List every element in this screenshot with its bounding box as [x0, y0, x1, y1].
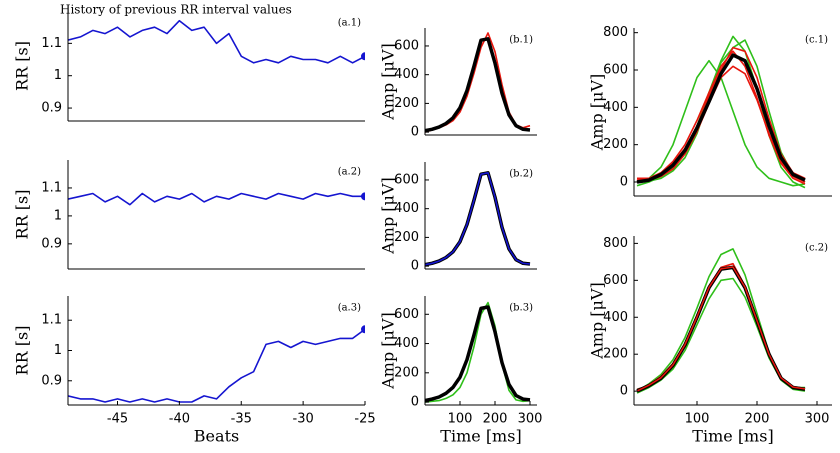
plot-area [636, 35, 806, 189]
panel: 0.9 1 1.1 History of previous RR interval v… [13, 3, 365, 122]
y-tick-label: 200 [603, 347, 628, 362]
plot-area [68, 192, 365, 206]
y-tick-label: 800 [603, 236, 628, 251]
line [636, 266, 806, 392]
y-tick-label: 1.1 [41, 180, 62, 195]
x-tick-label: 100 [685, 412, 710, 427]
y-tick-label: 0.9 [41, 101, 62, 116]
panel-label: (b.2) [509, 169, 533, 180]
x-axis-label: Beats [194, 427, 239, 446]
y-tick-label: 0 [620, 384, 628, 399]
endpoint-marker [361, 325, 365, 334]
panel: 0 200 400 600 800 100 200 300 (c.2) Amp [μV] Time … [588, 236, 832, 446]
y-tick-label: 800 [603, 25, 628, 40]
y-tick-label: 400 [394, 201, 419, 216]
y-axis-label: Amp [μV] [588, 74, 607, 152]
y-tick-label: 0 [620, 175, 628, 190]
y-tick-label: 0 [411, 395, 419, 410]
panel-label: (a.1) [338, 18, 361, 29]
y-tick-label: 600 [394, 38, 419, 53]
panel: 0 200 400 600 800 (c.1) Amp [μV] [588, 25, 832, 197]
endpoint-marker [361, 192, 365, 201]
x-tick-label: -25 [354, 412, 375, 427]
y-tick-label: 600 [394, 307, 419, 322]
y-tick-label: 0 [411, 125, 419, 140]
plot-area [68, 19, 365, 64]
panel-label: (b.3) [509, 303, 533, 314]
y-tick-label: 0.9 [41, 236, 62, 251]
y-axis-label: Amp [μV] [588, 282, 607, 360]
x-tick-label: 300 [518, 412, 543, 427]
y-tick-label: 0 [411, 259, 419, 274]
line [68, 192, 365, 206]
x-tick-label: -30 [293, 412, 314, 427]
y-tick-label: 600 [603, 273, 628, 288]
line [425, 301, 531, 403]
y-tick-label: 400 [603, 310, 628, 325]
plot-area [636, 248, 806, 394]
x-axis-label: Time [ms] [440, 427, 521, 446]
y-tick-label: 1.1 [41, 36, 62, 51]
panel-label: (c.1) [805, 35, 828, 46]
x-tick-label: 100 [448, 412, 473, 427]
line [68, 19, 365, 64]
line [636, 39, 806, 183]
x-tick-label: 200 [745, 412, 770, 427]
endpoint-marker [361, 52, 365, 61]
panel: 0 200 400 600 100 200 300 (b.3) Amp [μV] Time [ms… [379, 296, 543, 446]
line [425, 37, 531, 133]
y-tick-label: 400 [603, 100, 628, 115]
y-tick-label: 1 [54, 208, 62, 223]
y-axis-label: RR [s] [13, 326, 32, 376]
y-axis-label: Amp [μV] [379, 177, 398, 255]
plot-area [425, 32, 531, 133]
panel-label: (a.3) [338, 303, 361, 314]
panel: 0 200 400 600 (b.2) Amp [μV] [379, 162, 537, 274]
y-tick-label: 200 [394, 230, 419, 245]
panel: 0 200 400 600 (b.1) Amp [μV] [379, 28, 537, 140]
x-tick-label: -35 [231, 412, 252, 427]
line [636, 59, 806, 187]
y-axis-label: RR [s] [13, 41, 32, 91]
panel-label: (a.2) [338, 167, 361, 178]
panel: 0.9 1 1.1 -45 -40 -35 -30 -25 (a.3) RR [s] Beats [13, 296, 376, 446]
y-tick-label: 200 [394, 96, 419, 111]
y-tick-label: 200 [603, 137, 628, 152]
y-axis-label: Amp [μV] [379, 43, 398, 121]
x-axis-label: Time [ms] [692, 427, 773, 446]
y-tick-label: 600 [603, 63, 628, 78]
y-tick-label: 400 [394, 67, 419, 82]
x-tick-label: 200 [483, 412, 508, 427]
x-tick-label: -40 [169, 412, 190, 427]
y-axis-label: RR [s] [13, 190, 32, 240]
plot-area [68, 325, 365, 403]
y-tick-label: 600 [394, 172, 419, 187]
panel: 0.9 1 1.1 (a.2) RR [s] [13, 160, 365, 270]
y-tick-label: 1 [54, 68, 62, 83]
y-axis-label: Amp [μV] [379, 312, 398, 390]
panel-label: (b.1) [509, 35, 533, 46]
y-tick-label: 0.9 [41, 373, 62, 388]
line [425, 305, 531, 403]
x-tick-label: -45 [107, 412, 128, 427]
y-tick-label: 1.1 [41, 313, 62, 328]
line [636, 53, 806, 184]
x-tick-label: 300 [805, 412, 830, 427]
line [636, 265, 806, 391]
line [425, 172, 531, 266]
y-tick-label: 1 [54, 343, 62, 358]
panel-label: (c.2) [805, 243, 828, 254]
y-tick-label: 400 [394, 336, 419, 351]
line [68, 328, 365, 403]
y-tick-label: 200 [394, 365, 419, 380]
chart-title: History of previous RR interval values [60, 3, 292, 17]
plot-area [425, 171, 531, 267]
plot-area [425, 301, 531, 403]
